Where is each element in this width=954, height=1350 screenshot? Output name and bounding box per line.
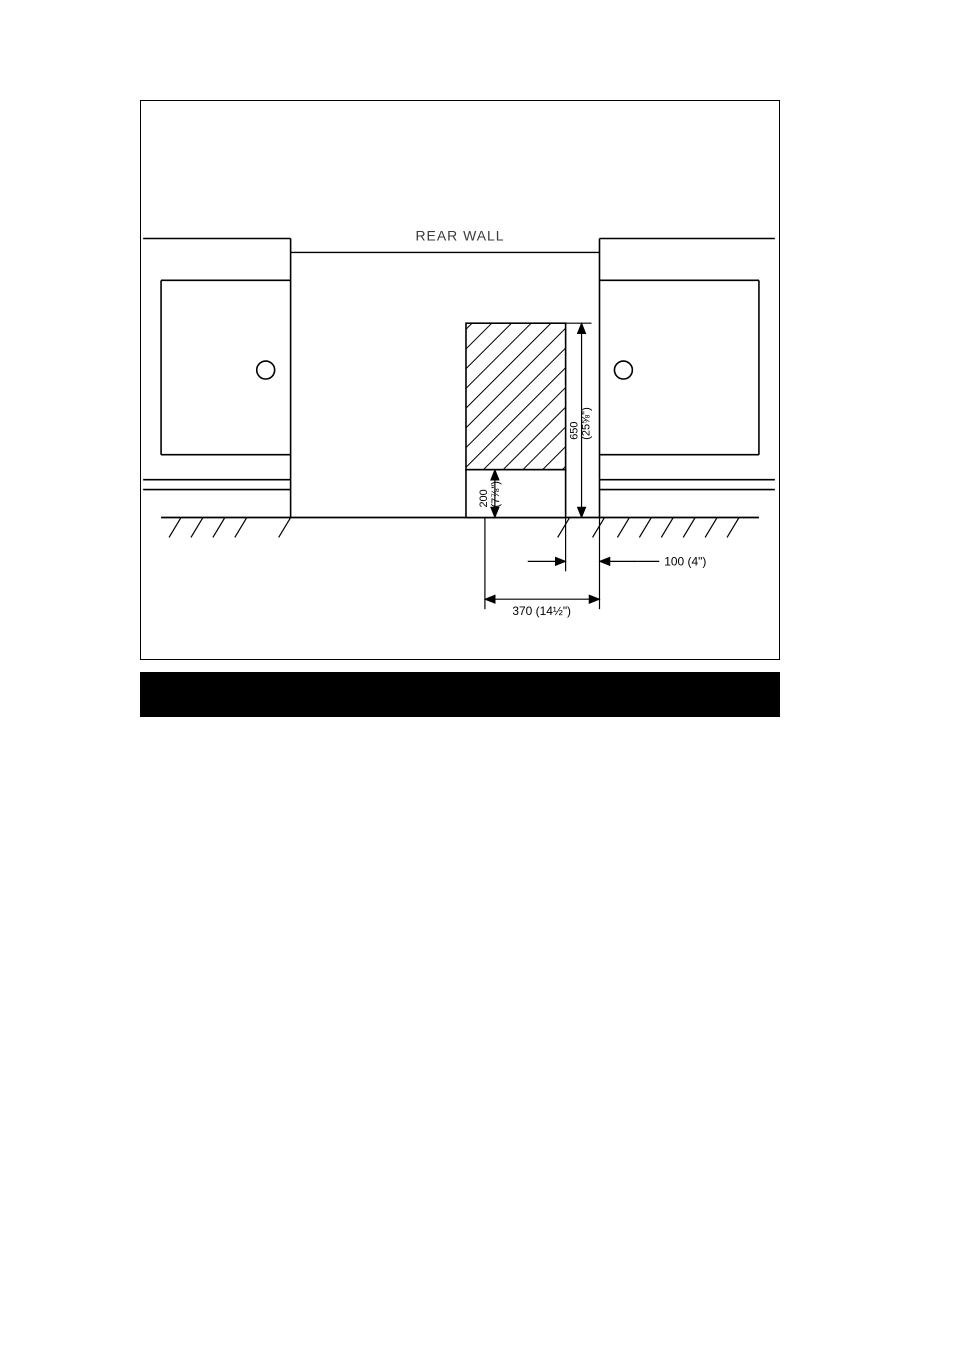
dim-100-label: 100 (4") [664,554,706,568]
left-cabinet-handle [257,361,275,379]
right-cabinet-handle [614,361,632,379]
black-bar [140,672,780,717]
appliance [466,323,566,517]
floor-hatch [169,518,739,538]
dim-200-mm: 200 [478,489,490,507]
dim-650-in: (25⅝") [581,407,593,440]
ext-lines [485,518,600,610]
rear-wall-title: REAR WALL [416,228,505,244]
diagram-svg: REAR WALL [141,101,779,659]
dim-100-mm: 100 (4") [664,554,706,568]
page: REAR WALL [0,0,954,1350]
dim-200-in: (7⅞") [490,481,502,507]
figure-frame: REAR WALL [140,100,780,660]
dim-370-label: 370 (14½") [512,604,571,618]
dim-650-mm: 650 [569,422,581,440]
